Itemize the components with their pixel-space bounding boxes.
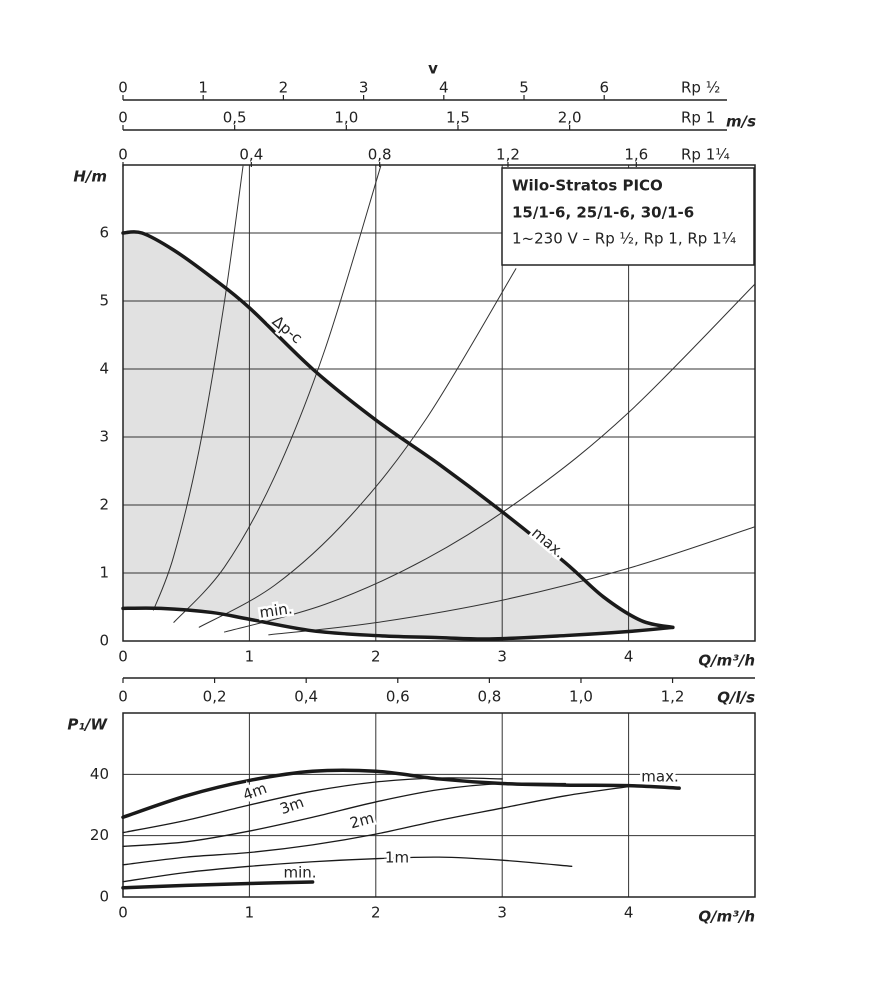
series-line (121, 606, 675, 641)
plot-frame (122, 164, 756, 642)
y-tick-label: 20 (90, 826, 109, 844)
x2-tick-label: 0,2 (203, 688, 227, 706)
x-axis-label: Q/m³/h (698, 652, 755, 670)
system-curve (268, 526, 756, 636)
curve-label: 3m (277, 793, 306, 818)
scale-tick-label: 0,4 (239, 146, 263, 164)
y-tick-label: 1 (99, 564, 109, 582)
x-tick-label: 3 (497, 904, 507, 922)
x2-tick-label: 0,4 (294, 688, 318, 706)
series-line (122, 785, 630, 866)
x2-tick-label: 0,8 (477, 688, 501, 706)
y-tick-label: 6 (99, 224, 109, 242)
x2-axis-label: Q/l/s (717, 689, 755, 707)
y-tick-label: 5 (99, 292, 109, 310)
velocity-unit: m/s (726, 113, 756, 131)
scale-tick-label: 6 (599, 79, 609, 97)
x-tick-label: 1 (245, 904, 255, 922)
scale-tick-label: 1,2 (496, 146, 520, 164)
x-tick-label: 4 (624, 904, 634, 922)
curve-label: max. (641, 768, 678, 786)
y-axis-label: H/m (73, 168, 107, 186)
scale-name: Rp ½ (681, 79, 720, 97)
series-line (122, 777, 503, 834)
y-tick-label: 4 (99, 360, 109, 378)
scale-tick-label: 0,8 (368, 146, 392, 164)
scale-tick-label: 4 (439, 79, 449, 97)
system-curve (152, 165, 244, 611)
x-tick-label: 0 (118, 648, 128, 666)
scale-tick-label: 1,5 (446, 109, 470, 127)
series-line (121, 768, 681, 820)
y-tick-label: 0 (99, 632, 109, 650)
scale-tick-label: 1,0 (334, 109, 358, 127)
scale-tick-label: 0 (118, 146, 128, 164)
box-subtitle: 15/1-6, 25/1-6, 30/1-6 (512, 204, 694, 222)
scale-tick-label: 3 (359, 79, 369, 97)
scale-tick-label: 1,6 (624, 146, 648, 164)
info-box (501, 167, 755, 266)
scale-tick-label: 0 (118, 79, 128, 97)
system-curve (198, 268, 517, 628)
box-note: 1~230 V – Rp ½, Rp 1, Rp 1¼ (512, 230, 737, 248)
y-tick-label: 3 (99, 428, 109, 446)
scale-tick-label: 0 (118, 109, 128, 127)
x-tick-label: 1 (245, 648, 255, 666)
x-axis-label: Q/m³/h (698, 908, 755, 926)
curve-label: 1m (385, 849, 409, 867)
box-title: Wilo-Stratos PICO (512, 177, 663, 195)
system-curve (223, 283, 756, 633)
plot-frame (122, 712, 756, 898)
x2-tick-label: 0 (118, 688, 128, 706)
series-line (122, 856, 573, 883)
series-line (121, 230, 675, 630)
x2-tick-label: 1,0 (569, 688, 593, 706)
x2-tick-label: 1,2 (661, 688, 685, 706)
x-tick-label: 4 (624, 648, 634, 666)
series-line (121, 880, 315, 890)
scale-tick-label: 2,0 (558, 109, 582, 127)
x-tick-label: 0 (118, 904, 128, 922)
scale-name: Rp 1¼ (681, 146, 730, 164)
y-axis-label: P₁/W (67, 716, 108, 734)
x2-tick-label: 0,6 (386, 688, 410, 706)
curve-label: 2m (348, 809, 376, 833)
y-tick-label: 40 (90, 765, 109, 783)
series-line (122, 782, 567, 848)
operating-area (123, 231, 673, 639)
scale-tick-label: 1 (198, 79, 208, 97)
system-curve (173, 165, 382, 623)
y-tick-label: 2 (99, 496, 109, 514)
curve-label: min. (283, 864, 316, 882)
scale-name: Rp 1 (681, 109, 715, 127)
scale-tick-label: 5 (519, 79, 529, 97)
x-tick-label: 2 (371, 904, 381, 922)
scale-tick-label: 2 (279, 79, 289, 97)
velocity-label: v (428, 60, 438, 78)
x-tick-label: 3 (497, 648, 507, 666)
scale-tick-label: 0,5 (223, 109, 247, 127)
x-tick-label: 2 (371, 648, 381, 666)
y-tick-label: 0 (99, 888, 109, 906)
